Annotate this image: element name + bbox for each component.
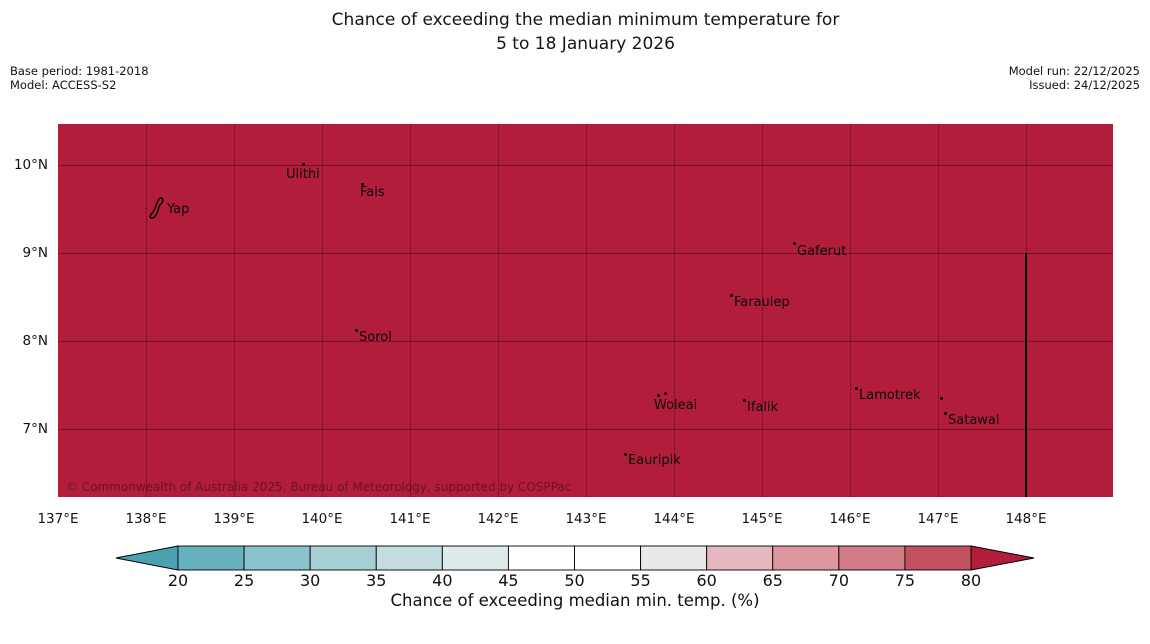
meridian-gridline (586, 124, 587, 497)
colorbar-segment (706, 545, 774, 571)
y-axis-tick-label: 7°N (22, 421, 48, 437)
title-line-2: 5 to 18 January 2026 (496, 34, 675, 54)
meridian-gridline (234, 124, 235, 497)
place-marker-lamotrek (855, 387, 858, 390)
parallel-gridline (58, 429, 1113, 430)
y-axis-tick-label: 9°N (22, 245, 48, 261)
place-label-woleai: Woleai (654, 398, 698, 413)
place-marker-woleai (657, 394, 660, 397)
place-marker-ulithi (302, 163, 305, 166)
x-axis-tick-label: 144°E (653, 511, 695, 527)
colorbar-caption: Chance of exceeding median min. temp. (%… (390, 591, 760, 610)
model-run-text: Model run: 22/12/2025 (1008, 64, 1140, 78)
place-label-lamotrek: Lamotrek (859, 388, 921, 403)
place-label-faraulep: Faraulep (734, 295, 790, 310)
place-label-fais: Fais (360, 185, 385, 200)
model-text: Model: ACCESS-S2 (10, 77, 117, 92)
map-canvas: © Commonwealth of Australia 2025, Bureau… (58, 124, 1113, 497)
place-label-eauripik: Eauripik (628, 453, 681, 468)
colorbar-segment (507, 545, 575, 571)
place-marker-satawal (944, 412, 947, 415)
place-label-yap: Yap (167, 202, 190, 217)
colorbar-tick-label: 50 (564, 571, 585, 590)
x-axis-tick-label: 143°E (565, 511, 607, 527)
colorbar-tick-label: 45 (498, 571, 519, 590)
metadata-left: Base period: 1981-2018 Model: ACCESS-S2 (10, 64, 149, 92)
x-axis-tick-label: 145°E (741, 511, 783, 527)
place-label-ifalik: Ifalik (747, 400, 779, 415)
title-line-1: Chance of exceeding the median minimum t… (331, 10, 840, 30)
border-line-148e (1025, 253, 1027, 497)
x-axis-tick-label: 139°E (213, 511, 255, 527)
colorbar-tick-label: 65 (762, 571, 783, 590)
x-axis-tick-label: 137°E (37, 511, 79, 527)
place-marker-gaferut (793, 242, 796, 245)
meridian-gridline (146, 124, 147, 497)
x-axis-tick-label: 140°E (301, 511, 343, 527)
meridian-gridline (410, 124, 411, 497)
colorbar-segment (640, 545, 708, 571)
colorbar-tick-label: 20 (167, 571, 189, 590)
colorbar-segment (574, 545, 642, 571)
colorbar-segment (309, 545, 377, 571)
colorbar-tick-label: 40 (432, 571, 453, 590)
y-axis-tick-label: 8°N (22, 333, 48, 349)
colorbar-tick-label: 30 (299, 571, 321, 590)
meridian-gridline (850, 124, 851, 497)
place-label-sorol: Sorol (359, 330, 392, 345)
x-axis-tick-label: 138°E (125, 511, 167, 527)
parallel-gridline (58, 253, 1113, 254)
colorbar-segment (177, 545, 245, 571)
y-axis-tick-label: 10°N (13, 157, 48, 173)
meridian-gridline (762, 124, 763, 497)
place-label-ulithi: Ulithi (286, 167, 320, 182)
base-period-text: Base period: 1981-2018 (10, 64, 149, 78)
colorbar-tick-label: 80 (960, 571, 982, 590)
colorbar-segment (375, 545, 443, 571)
colorbar-tick-label: 60 (696, 571, 717, 590)
colorbar-segment (838, 545, 906, 571)
colorbar-tick-label: 25 (233, 571, 255, 590)
islet-marker (940, 397, 943, 400)
parallel-gridline (58, 341, 1113, 342)
x-axis-tick-label: 141°E (389, 511, 431, 527)
meridian-gridline (938, 124, 939, 497)
meridian-gridline (322, 124, 323, 497)
colorbar-segment (772, 545, 840, 571)
place-marker-fais (361, 183, 364, 186)
copyright-text: © Commonwealth of Australia 2025, Bureau… (66, 480, 572, 494)
x-axis-tick-label: 146°E (829, 511, 871, 527)
meridian-gridline (674, 124, 675, 497)
colorbar-tick-label: 75 (894, 571, 916, 590)
place-label-satawal: Satawal (948, 413, 1000, 428)
place-marker-ifalik (743, 399, 746, 402)
colorbar-tick-label: 35 (366, 571, 387, 590)
metadata-right: Model run: 22/12/2025 Issued: 24/12/2025 (1008, 64, 1140, 92)
colorbar-segment (441, 545, 509, 571)
place-marker-sorol (355, 329, 358, 332)
x-axis-tick-label: 148°E (1005, 511, 1047, 527)
yap-island-shape (149, 197, 164, 219)
meridian-gridline (498, 124, 499, 497)
issued-text: Issued: 24/12/2025 (1029, 77, 1140, 92)
x-axis-tick-label: 142°E (477, 511, 519, 527)
x-axis-tick-label: 147°E (917, 511, 959, 527)
place-label-gaferut: Gaferut (797, 244, 847, 259)
colorbar (115, 545, 1035, 571)
colorbar-segment (904, 545, 972, 571)
figure-title: Chance of exceeding the median minimum t… (58, 8, 1113, 56)
colorbar-tick-label: 70 (828, 571, 850, 590)
place-marker-eauripik (624, 453, 627, 456)
colorbar-segment (243, 545, 311, 571)
parallel-gridline (58, 165, 1113, 166)
colorbar-tick-label: 55 (630, 571, 651, 590)
islet-marker (664, 392, 667, 395)
place-marker-faraulep (730, 294, 733, 297)
